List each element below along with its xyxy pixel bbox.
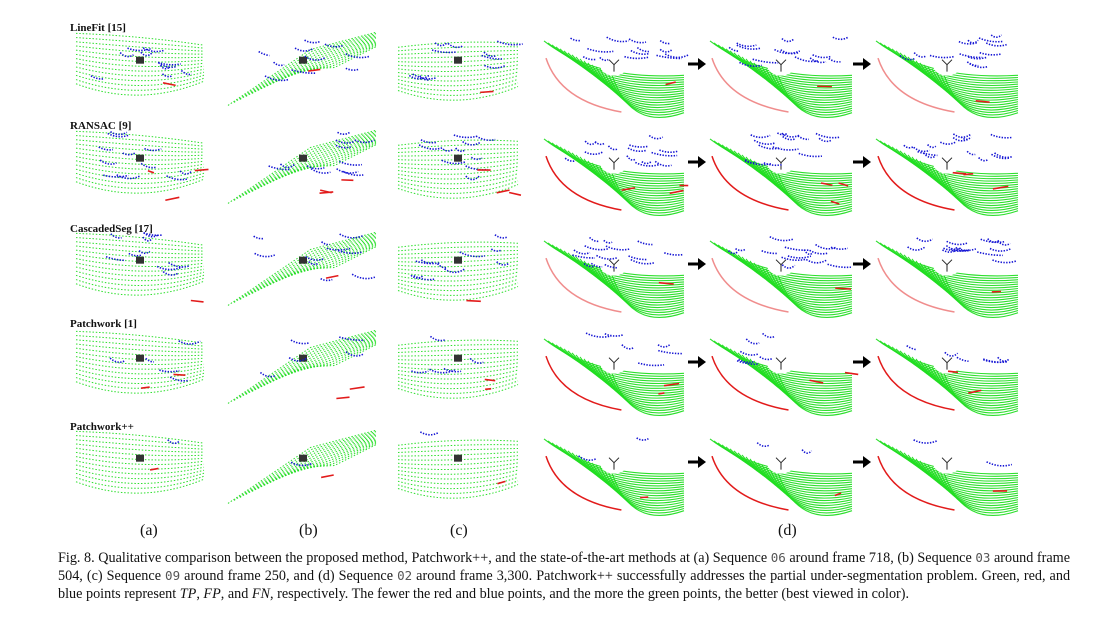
scan-panel-r5-c1 [75, 430, 205, 494]
scan-panel-r2-c6 [875, 133, 1019, 216]
scan-panel-r1-c5 [709, 36, 853, 118]
scan-panel-r5-c2 [227, 429, 377, 504]
scan-panel-r2-c1 [75, 130, 209, 202]
scan-panel-r2-c5 [709, 132, 853, 216]
scan-panel-r2-c2 [227, 129, 377, 204]
scan-panel-r3-c4 [543, 236, 685, 318]
scan-panel-r4-c1 [75, 330, 205, 394]
tp-term: TP [179, 586, 197, 602]
figure-canvas [75, 31, 1019, 516]
subfigure-label-c: (c) [450, 522, 468, 539]
arrow-icon [688, 356, 706, 368]
scan-panel-r5-c5 [709, 438, 853, 516]
scan-panel-r4-c6 [875, 338, 1019, 416]
row-label-patchwork: Patchwork [1] [70, 318, 137, 330]
scan-panel-r3-c6 [875, 237, 1019, 318]
scan-panel-r2-c3 [397, 134, 522, 199]
scan-panel-r3-c3 [397, 234, 519, 303]
caption-fig-number: Fig. 8. [58, 550, 95, 566]
scan-panel-r4-c5 [709, 332, 859, 416]
sequence-02: 02 [397, 568, 413, 583]
scan-panel-r1-c2 [227, 31, 377, 106]
arrow-icon [853, 156, 871, 168]
subfigure-label-d: (d) [778, 522, 797, 539]
scan-panel-r2-c4 [543, 134, 689, 216]
figure: LineFit [15] RANSAC [9] CascadedSeg [17]… [70, 22, 1019, 539]
arrow-icon [688, 258, 706, 270]
scan-panel-r3-c1 [75, 231, 205, 303]
fp-term: FP [203, 586, 221, 602]
scan-panel-r4-c4 [543, 332, 685, 416]
scan-panel-r1-c6 [875, 34, 1019, 118]
arrow-icon [853, 58, 871, 70]
scan-panel-r1-c1 [75, 32, 205, 96]
sequence-06: 06 [770, 550, 786, 565]
row-label-patchworkpp: Patchwork++ [70, 421, 134, 433]
arrow-icon [853, 258, 871, 270]
sequence-09: 09 [165, 568, 181, 583]
row-label-cascadedseg: CascadedSeg [17] [70, 223, 153, 235]
fn-term: FN [251, 586, 271, 602]
arrow-icon [688, 58, 706, 70]
scan-panel-r4-c2 [227, 329, 377, 404]
row-label-ransac: RANSAC [9] [70, 120, 132, 132]
figure-caption: Fig. 8. Qualitative comparison between t… [58, 550, 1071, 602]
scan-panel-r5-c4 [543, 437, 685, 516]
scan-panel-r5-c6 [875, 438, 1019, 516]
arrow-icon [853, 456, 871, 468]
arrow-icon [688, 156, 706, 168]
subfigure-label-a: (a) [140, 522, 158, 539]
scan-panel-r3-c2 [227, 231, 377, 306]
scan-panel-r1-c3 [397, 40, 523, 101]
scan-panel-r4-c3 [397, 335, 519, 399]
arrow-icon [688, 456, 706, 468]
row-label-linefit: LineFit [15] [70, 22, 126, 34]
arrow-icon [853, 356, 871, 368]
sequence-03: 03 [975, 550, 991, 565]
subfigure-label-b: (b) [299, 522, 318, 539]
scan-panel-r1-c4 [543, 36, 690, 118]
scan-panel-r3-c5 [709, 235, 853, 318]
scan-panel-r5-c3 [397, 431, 519, 499]
